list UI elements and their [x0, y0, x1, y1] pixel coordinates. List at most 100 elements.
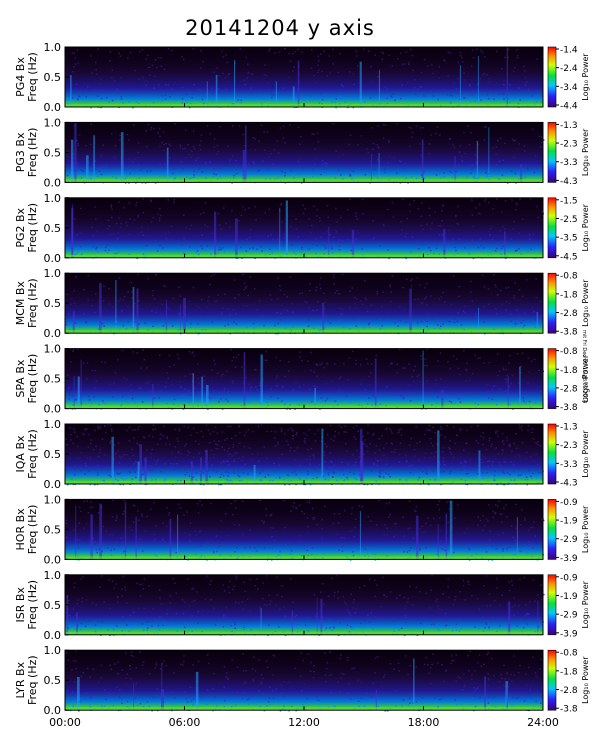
chart-title: 20141204 y axis — [185, 16, 375, 40]
freq-axis-label: Freq (Hz) — [26, 580, 39, 630]
spectrogram-power-band — [65, 348, 543, 409]
colorbar-label: Log₁₀ Power — [581, 354, 590, 402]
y-axis-label: ISR Bx Freq (Hz) — [14, 580, 39, 630]
x-tick-label: 12:00 — [288, 716, 320, 729]
y-axis-label: PG3 Bx Freq (Hz) — [14, 128, 39, 178]
colorbar-tick-label: -2.9 — [560, 611, 578, 621]
colorbar — [547, 423, 557, 485]
panel-mcm: 0.0 0.5 1.0 MCM Bx Freq (Hz) -0.8 -1.8 -2.8 -3.8… — [14, 267, 590, 340]
panel-spa: 0.0 0.5 1.0 SPA Bx Freq (Hz) -0.8 -1.8 -2.8 -3.8… — [14, 343, 590, 416]
spectrogram-bursts — [72, 280, 538, 334]
colorbar — [547, 499, 557, 560]
y-tick-label: 1.0 — [44, 644, 62, 657]
panel-pg4: 0.0 0.5 1.0 PG4 Bx Freq (Hz) -1.4 -2.4 -3.4 -4.4… — [14, 41, 590, 114]
station-label: SPA Bx — [14, 359, 27, 397]
colorbar — [547, 649, 557, 711]
y-tick-label: 0.0 — [44, 403, 62, 416]
y-tick-label: 0.0 — [44, 252, 62, 265]
colorbar-tick-label: -1.9 — [560, 517, 578, 527]
spectrogram-bursts — [75, 500, 518, 560]
colorbar-tick-label: -4.3 — [560, 479, 578, 489]
y-axis-label: PG4 Bx Freq (Hz) — [14, 52, 39, 102]
station-label: LYR Bx — [14, 661, 27, 698]
spectrogram-power-band — [65, 197, 543, 258]
colorbar-label-text: Log₁₀ Power — [581, 505, 590, 553]
colorbar-label: Log₁₀ Power — [581, 505, 590, 553]
y-tick-label: 0.0 — [44, 176, 62, 189]
y-axis-label: SPA Bx Freq (Hz) — [14, 354, 39, 404]
colorbar-label: Log₁₀ Power — [581, 279, 590, 327]
spectrogram-bursts — [71, 200, 506, 258]
station-label: PG2 Bx — [14, 207, 27, 247]
freq-axis-label: Freq (Hz) — [26, 52, 39, 102]
colorbar — [547, 122, 557, 183]
colorbar-tick-label: -0.9 — [560, 498, 578, 508]
x-tick-label: 18:00 — [408, 716, 440, 729]
colorbar-tick-label: -2.4 — [560, 64, 578, 74]
colorbar-tick-label: -4.4 — [560, 102, 578, 112]
colorbar-label-text: Log₁₀ Power — [581, 128, 590, 176]
station-label: MCM Bx — [14, 281, 27, 326]
colorbar-label: Log₁₀ Power — [581, 580, 590, 628]
colorbar-tick-label: -1.3 — [560, 121, 578, 131]
colorbar — [547, 348, 557, 409]
colorbar-tick-label: -1.9 — [560, 592, 578, 602]
spectrogram-noise — [66, 123, 545, 184]
panel-pg2: 0.0 0.5 1.0 PG2 Bx Freq (Hz) -1.5 -2.5 -3.5 -4.5… — [14, 192, 590, 265]
y-axis-label: LYR Bx Freq (Hz) — [14, 655, 39, 705]
colorbar-tick-label: -4.3 — [560, 177, 578, 187]
y-tick-label: 1.0 — [44, 418, 62, 431]
y-tick-label: 1.0 — [44, 192, 62, 205]
colorbar-label: Log₁₀ Power — [581, 656, 590, 704]
panel-hor: 0.0 0.5 1.0 HOR Bx Freq (Hz) -0.9 -1.9 -2.9 -3.9… — [14, 493, 590, 566]
colorbar — [547, 272, 557, 334]
spectrogram-power-band — [65, 47, 543, 107]
colorbar-tick-label: -3.9 — [560, 554, 578, 564]
freq-axis-label: Freq (Hz) — [26, 354, 39, 404]
y-tick-label: 0.5 — [44, 599, 62, 612]
colorbar-tick-label: -3.8 — [560, 328, 578, 338]
colorbar-tick-label: -0.8 — [560, 649, 578, 659]
y-tick-label: 0.5 — [44, 523, 62, 536]
spectrogram-bursts — [66, 595, 539, 635]
colorbar-tick-label: -3.4 — [560, 83, 578, 93]
freq-axis-label: Freq (Hz) — [26, 278, 39, 328]
x-tick-label: 24:00 — [527, 716, 559, 729]
panel-lyr: 0.0 0.5 1.0 LYR Bx Freq (Hz) -0.8 -1.8 -2.8 -3.8… — [14, 644, 590, 717]
spectrogram-bursts — [111, 428, 481, 484]
colorbar-tick-label: -1.3 — [560, 423, 578, 433]
y-tick-label: 1.0 — [44, 267, 62, 280]
colorbar-tick-label: -1.5 — [560, 196, 578, 206]
spectrogram-bursts — [73, 350, 521, 409]
colorbar-label: Log₁₀ Power — [581, 430, 590, 478]
colorbar-label: Log₁₀ Power — [581, 128, 590, 176]
colorbar-tick-label: -3.9 — [560, 629, 578, 639]
freq-axis-label: Freq (Hz) — [26, 429, 39, 479]
panel-isr: 0.0 0.5 1.0 ISR Bx Freq (Hz) -0.9 -1.9 -2.9 -3.9… — [14, 569, 590, 642]
y-axis-label: HOR Bx Freq (Hz) — [14, 505, 39, 555]
colorbar — [547, 574, 557, 636]
station-label: ISR Bx — [14, 587, 27, 623]
x-tick-label: 00:00 — [49, 716, 81, 729]
colorbar-tick-label: -4.5 — [560, 252, 578, 262]
y-tick-label: 0.5 — [44, 448, 62, 461]
y-tick-label: 0.5 — [44, 222, 62, 235]
y-tick-label: 0.0 — [44, 101, 62, 114]
y-tick-label: 1.0 — [44, 41, 62, 54]
colorbar-tick-label: -3.3 — [560, 460, 578, 470]
colorbar-tick-label: -1.8 — [560, 667, 578, 677]
colorbar-tick-label: -2.8 — [560, 686, 578, 696]
x-tick-label: 06:00 — [169, 716, 201, 729]
colorbar-label-text: Log₁₀ Power — [581, 430, 590, 478]
colorbar-tick-label: -2.9 — [560, 535, 578, 545]
colorbar-tick-label: -1.8 — [560, 366, 578, 376]
colorbar-label-text: Log₁₀ Power — [581, 279, 590, 327]
y-axis-label: IQA Bx Freq (Hz) — [14, 429, 39, 479]
panel-pg3: 0.0 0.5 1.0 PG3 Bx Freq (Hz) -1.3 -2.3 -3.3 -4.3… — [14, 116, 590, 189]
freq-axis-label: Freq (Hz) — [26, 203, 39, 253]
colorbar-tick-label: -0.8 — [560, 272, 578, 282]
colorbar-label-text: Log₁₀ Power — [581, 580, 590, 628]
spectrogram-power-band — [65, 574, 543, 635]
spectrogram-power-band — [65, 499, 543, 560]
